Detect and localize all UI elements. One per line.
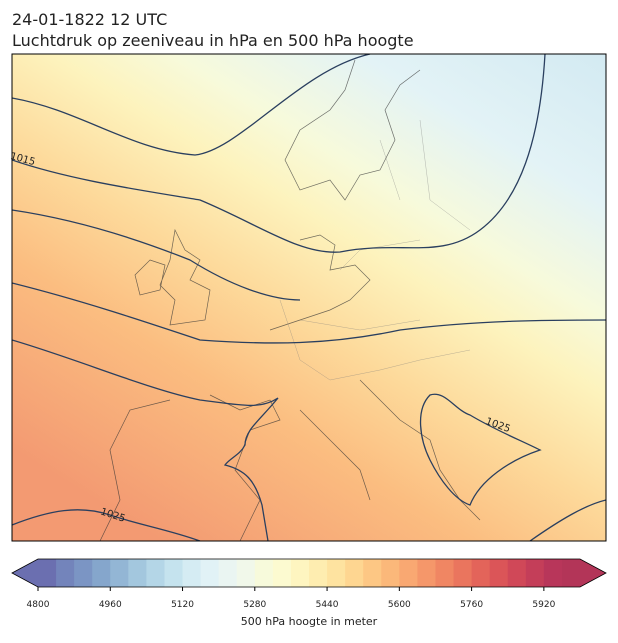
date: 24-01-1822 12 UTC	[12, 10, 167, 29]
colorbar-bin	[543, 559, 563, 587]
colorbar-tick-label: 5440	[316, 600, 339, 610]
colorbar-tick-label: 4960	[99, 600, 122, 610]
colorbar-bin	[453, 559, 473, 587]
colorbar-tick-label: 4800	[27, 600, 50, 610]
colorbar-bin	[254, 559, 274, 587]
colorbar-bin	[507, 559, 527, 587]
colorbar-bin	[56, 559, 75, 587]
colorbar-bin	[128, 559, 147, 587]
colorbar-bin	[435, 559, 455, 587]
colorbar-bin	[345, 559, 364, 587]
colorbar-bin	[561, 559, 581, 587]
colorbar-bin	[38, 559, 57, 587]
colorbar-bin	[309, 559, 328, 587]
colorbar-tick-label: 5920	[532, 600, 555, 610]
colorbar-tick-label: 5120	[171, 600, 194, 610]
colorbar-tick-label: 5280	[243, 600, 266, 610]
map-frame	[11, 53, 607, 542]
colorbar-bin	[272, 559, 292, 587]
colorbar-tick-label: 5760	[460, 600, 483, 610]
colorbar-extend-low	[12, 559, 38, 587]
colorbar-tick-label: 5600	[388, 600, 411, 610]
colorbar-extend-high	[580, 559, 606, 587]
colorbar-bin	[327, 559, 346, 587]
colorbar-bin	[290, 559, 310, 587]
colorbar-bin	[417, 559, 436, 587]
colorbar-bin	[74, 559, 93, 587]
map	[12, 54, 606, 541]
colorbar-bin	[110, 559, 129, 587]
colorbar-bin	[146, 559, 165, 587]
colorbar-bin	[164, 559, 184, 587]
colorbar-bin	[399, 559, 418, 587]
colorbar-bin	[489, 559, 509, 587]
colorbar-bin	[218, 559, 238, 587]
colorbar-bin	[471, 559, 491, 587]
colorbar-bin	[525, 559, 545, 587]
colorbar-bin	[363, 559, 382, 587]
colorbar-bin	[200, 559, 220, 587]
colorbar-bin	[92, 559, 111, 587]
colorbar-bin	[381, 559, 400, 587]
colorbar-bin	[236, 559, 256, 587]
colorbar-label: 500 hPa hoogte in meter	[241, 615, 378, 628]
title: Luchtdruk op zeeniveau in hPa en 500 hPa…	[12, 31, 414, 50]
colorbar: 4800 4960 5120 5280 5440 5600 5760 5920	[11, 558, 607, 610]
colorbar-bin	[182, 559, 202, 587]
